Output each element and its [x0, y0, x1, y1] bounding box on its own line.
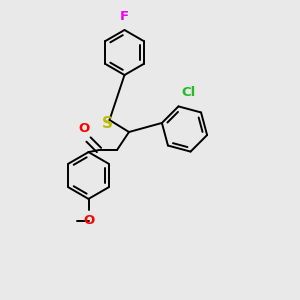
- Text: O: O: [83, 214, 95, 227]
- Text: S: S: [102, 116, 112, 130]
- Text: Cl: Cl: [182, 86, 196, 99]
- Text: O: O: [78, 122, 90, 135]
- Text: F: F: [120, 10, 129, 22]
